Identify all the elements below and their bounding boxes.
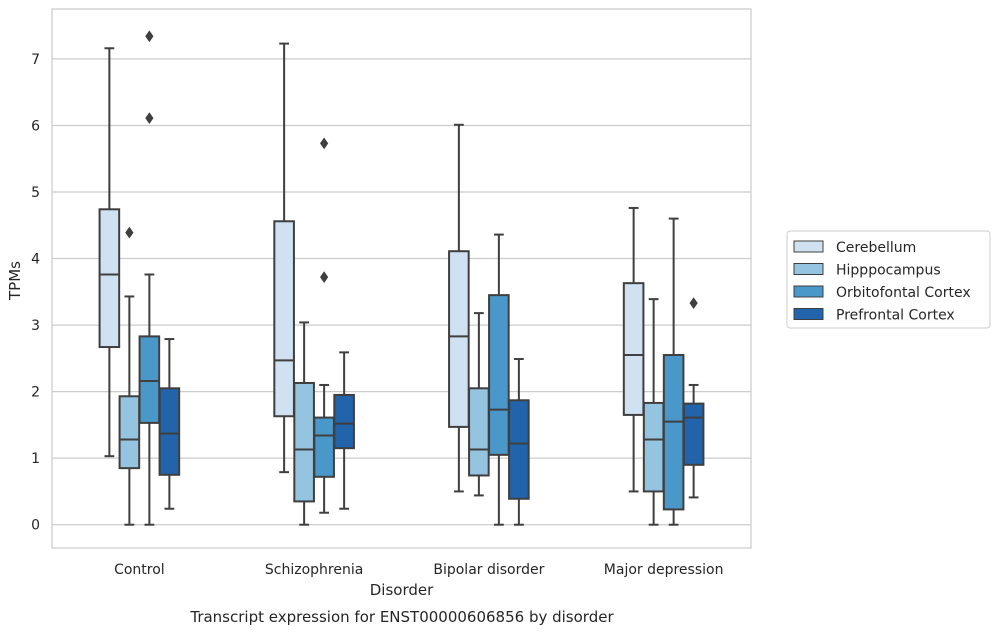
box <box>138 30 161 526</box>
box-body <box>662 354 685 511</box>
y-tick-label: 7 <box>31 52 40 68</box>
y-tick-label: 4 <box>31 252 40 268</box>
box-body <box>273 220 295 418</box>
legend-swatch <box>793 240 824 253</box>
outlier-point <box>320 137 329 150</box>
y-tick-label: 1 <box>31 451 40 467</box>
legend-item: Hipppocampus <box>793 263 941 279</box>
y-tick-label: 3 <box>31 318 40 334</box>
x-axis-label: Disorder <box>370 581 434 599</box>
box-body <box>682 402 705 466</box>
plot-frame <box>51 8 752 549</box>
legend-item: Prefrontal Cortex <box>793 308 955 324</box>
legend-swatch <box>793 308 824 320</box>
box-body <box>158 387 181 476</box>
box <box>273 42 295 474</box>
series-prefrontal-cortex <box>158 297 705 526</box>
box <box>293 321 315 526</box>
x-tick-label: Schizophrenia <box>265 562 363 578</box>
box <box>662 217 685 526</box>
box-body <box>293 381 315 503</box>
outlier-point <box>145 30 154 43</box>
legend-label: Orbitofontal Cortex <box>836 285 971 301</box>
series-hipppocampus <box>118 226 665 526</box>
x-tick-label: Major depression <box>604 562 724 578</box>
box-body <box>508 399 530 500</box>
box-body <box>622 282 645 416</box>
box-body <box>98 208 121 349</box>
outlier-point <box>689 297 698 309</box>
box <box>448 123 470 493</box>
legend-swatch <box>793 263 824 275</box>
outlier-point <box>125 226 134 239</box>
box-body <box>138 335 161 424</box>
x-tick-label: Bipolar disorder <box>433 562 544 578</box>
chart-title: Transcript expression for ENST0000060685… <box>189 608 614 626</box>
box <box>118 226 141 526</box>
box-body <box>468 387 490 477</box>
x-tick-label: Control <box>114 562 165 578</box>
box <box>682 297 705 499</box>
legend-item: Cerebellum <box>793 240 916 256</box>
y-axis-ticks: 0 1 2 3 4 5 6 7 <box>31 52 40 534</box>
plot-series <box>98 30 705 526</box>
box <box>468 312 490 497</box>
legend-label: Prefrontal Cortex <box>836 308 955 324</box>
legend-swatch <box>793 285 824 298</box>
y-axis-label: TPMs <box>6 261 24 301</box>
y-tick-label: 0 <box>31 518 40 534</box>
legend-label: Cerebellum <box>836 240 916 256</box>
box <box>488 233 510 526</box>
y-tick-label: 6 <box>31 118 40 134</box>
legend: Cerebellum Hipppocampus Orbitofontal Corte… <box>786 230 991 329</box>
series-orbitofontal-cortex <box>138 30 685 526</box>
box-body <box>448 250 470 428</box>
legend-frame <box>786 230 991 329</box>
box <box>622 206 645 493</box>
legend-item: Orbitofontal Cortex <box>793 285 971 301</box>
box-body <box>488 294 510 456</box>
box <box>642 298 665 526</box>
legend-label: Hipppocampus <box>836 263 941 279</box>
box-body <box>313 416 335 478</box>
box-body <box>642 401 665 493</box>
y-tick-label: 2 <box>31 385 40 401</box>
box <box>158 338 181 510</box>
series-cerebellum <box>98 42 645 493</box>
box <box>508 358 530 526</box>
outlier-point <box>320 271 329 284</box>
box <box>98 47 121 458</box>
y-tick-label: 5 <box>31 185 40 201</box>
box-body <box>118 395 141 470</box>
box <box>333 351 355 510</box>
x-axis-ticks: Control Schizophrenia Bipolar disorder Majo… <box>114 562 723 578</box>
outlier-point <box>145 112 154 125</box>
box-body <box>333 393 355 450</box>
